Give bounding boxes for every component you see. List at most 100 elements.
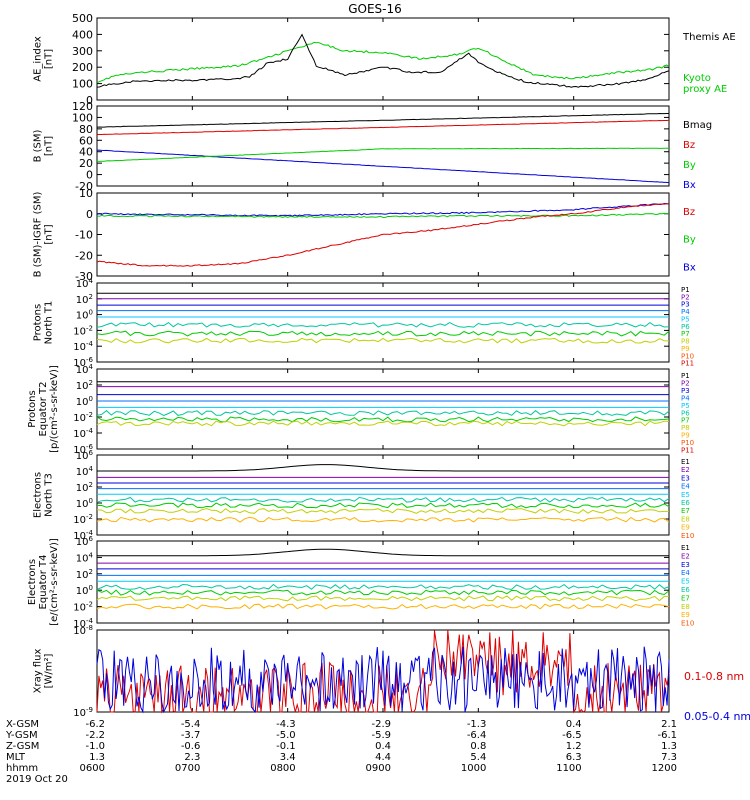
channel-label: E7 xyxy=(681,507,690,515)
y-tick-label: 102 xyxy=(76,481,93,494)
channel-label: P3 xyxy=(681,301,690,309)
y-tick-label: 10-9 xyxy=(73,706,93,719)
legend-label: Themis AE xyxy=(682,32,736,43)
y-axis-label: Protons xyxy=(33,304,44,341)
orbit-value: 1.3 xyxy=(89,752,105,763)
y-tick-label: 300 xyxy=(72,45,93,58)
y-tick-label: 10-4 xyxy=(73,427,93,440)
y-tick-label: -20 xyxy=(75,180,93,193)
y-tick-label: 106 xyxy=(76,535,94,548)
orbit-value: -1.0 xyxy=(85,741,105,752)
channel-label: E8 xyxy=(681,515,690,523)
panel-frame xyxy=(96,368,670,450)
orbit-value: 3.4 xyxy=(280,752,296,763)
y-axis-label: B (SM) xyxy=(33,129,44,162)
y-tick-label: 104 xyxy=(76,363,94,376)
channel-label: P11 xyxy=(681,360,694,368)
channel-label: E3 xyxy=(681,561,690,569)
channel-line-e1 xyxy=(97,464,669,472)
y-tick-label: 20 xyxy=(79,157,93,170)
y-axis-label: North T3 xyxy=(44,473,55,517)
y-tick-label: 106 xyxy=(76,449,94,462)
channel-label: E9 xyxy=(681,611,690,619)
y-tick-label: 500 xyxy=(72,12,93,25)
channel-label: E5 xyxy=(681,491,690,499)
y-tick-label: 100 xyxy=(76,584,93,597)
legend-label: 0.05-0.4 nm xyxy=(684,710,750,723)
orbit-value: 2.3 xyxy=(184,752,200,763)
channel-label: E10 xyxy=(681,532,694,540)
y-tick-label: 102 xyxy=(76,568,93,581)
orbit-value: -5.4 xyxy=(181,719,201,730)
y-tick-label: 10-4 xyxy=(73,340,93,353)
orbit-value: -5.9 xyxy=(371,730,391,741)
y-tick-label: 100 xyxy=(76,309,93,322)
channel-label: P10 xyxy=(681,352,694,360)
channel-label: P2 xyxy=(681,293,690,301)
orbit-value: 5.4 xyxy=(470,752,486,763)
y-tick-label: 10-6 xyxy=(73,356,93,369)
channel-label: E4 xyxy=(681,483,690,491)
channel-line-e7 xyxy=(97,502,670,509)
orbit-value: 1200 xyxy=(652,763,677,774)
y-axis-label: B (SM)-IGRF (SM) xyxy=(33,192,44,278)
orbit-value: 7.3 xyxy=(661,752,677,763)
channel-label: P2 xyxy=(681,379,690,387)
orbit-value: 1.3 xyxy=(661,741,677,752)
channel-label: P11 xyxy=(681,447,694,455)
channel-label: E9 xyxy=(681,524,690,532)
y-tick-label: 10-2 xyxy=(73,411,93,424)
y-tick-label: 102 xyxy=(76,293,93,306)
y-tick-label: 100 xyxy=(72,111,93,124)
channel-label: P7 xyxy=(681,330,690,338)
xray-line-blue xyxy=(96,646,670,714)
orbit-value: -0.6 xyxy=(181,741,201,752)
channel-label: E3 xyxy=(681,474,690,482)
y-axis-label: AE_index xyxy=(33,36,44,82)
channel-label: P5 xyxy=(681,402,690,410)
y-tick-label: 100 xyxy=(76,497,93,510)
channel-label: E6 xyxy=(681,586,690,594)
channel-label: P9 xyxy=(681,345,690,353)
orbit-value: 0.4 xyxy=(375,741,391,752)
chart-title: GOES-16 xyxy=(348,2,402,16)
y-tick-label: 104 xyxy=(76,465,94,478)
y-axis-label: [W/m²] xyxy=(44,653,55,688)
y-axis-label: [p/(cm²-s-sr-keV)] xyxy=(49,365,60,453)
y-tick-label: 10-4 xyxy=(73,529,93,542)
series-line-themis-ae xyxy=(96,33,670,88)
orbit-row-label: hhmm xyxy=(6,763,38,774)
legend-label: Bz xyxy=(683,140,695,151)
y-axis-label: [nT] xyxy=(44,224,55,244)
y-tick-label: 10-2 xyxy=(73,324,93,337)
channel-label: P8 xyxy=(681,338,690,346)
y-tick-label: 0 xyxy=(86,208,93,221)
channel-line-e6 xyxy=(96,583,670,590)
y-axis-label: Electrons xyxy=(27,559,38,605)
orbit-row-label: MLT xyxy=(6,752,26,763)
y-tick-label: 10-8 xyxy=(73,624,93,637)
channel-label: E7 xyxy=(681,594,690,602)
channel-label: P10 xyxy=(681,439,694,447)
orbit-value: -4.3 xyxy=(276,719,296,730)
orbit-value: 0800 xyxy=(270,763,295,774)
y-tick-label: 10-4 xyxy=(73,617,93,630)
orbit-value: 0600 xyxy=(80,763,105,774)
orbit-value: 0900 xyxy=(366,763,391,774)
channel-line-p6 xyxy=(96,410,670,416)
channel-label: E1 xyxy=(681,544,690,552)
orbit-value: 2.1 xyxy=(661,719,677,730)
series-line-bz xyxy=(96,119,670,136)
orbit-value: -6.1 xyxy=(657,730,677,741)
y-tick-label: 200 xyxy=(72,61,93,74)
channel-label: P1 xyxy=(681,286,690,294)
series-line-bz xyxy=(96,203,670,267)
series-line-bmag xyxy=(96,112,669,128)
channel-label: E4 xyxy=(681,569,690,577)
y-axis-label: Equator T2 xyxy=(38,382,49,437)
channel-line-e9 xyxy=(96,603,670,610)
panel-frame xyxy=(96,454,670,536)
y-tick-label: 10-2 xyxy=(73,513,93,526)
series-line-kyoto-proxy-ae xyxy=(96,41,670,84)
